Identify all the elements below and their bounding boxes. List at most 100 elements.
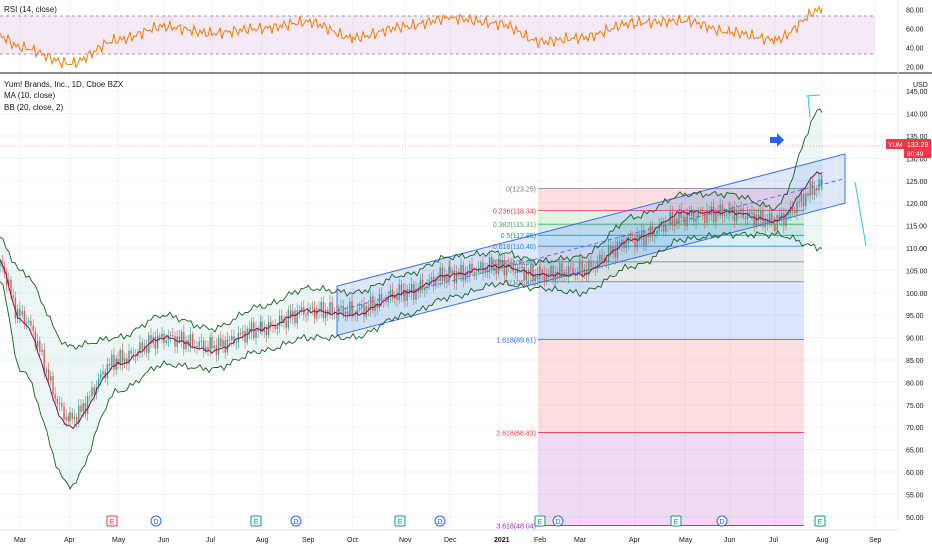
candle-body — [607, 245, 610, 263]
bb-legend[interactable]: BB (20, close, 2) — [4, 103, 63, 112]
candle-body — [816, 187, 818, 191]
candle-body — [174, 335, 176, 347]
candle-body — [331, 302, 333, 314]
candle-body — [300, 307, 303, 312]
ma-legend[interactable]: MA (10, close) — [4, 91, 55, 100]
candle-body — [267, 322, 270, 336]
earnings-marker[interactable]: E — [106, 515, 118, 527]
time-tick-label: Jun — [724, 537, 735, 544]
earnings-marker[interactable]: E — [534, 515, 546, 527]
candle-body — [583, 269, 586, 276]
time-tick-label: Mar — [14, 537, 27, 544]
candle-body — [621, 239, 623, 245]
candle-body — [185, 340, 187, 350]
price-tick-label: 110.00 — [906, 246, 927, 253]
candle-body — [78, 405, 80, 423]
candle-body — [682, 216, 685, 219]
candle-body — [121, 350, 124, 364]
candle-body — [344, 311, 347, 315]
candle-body — [534, 274, 536, 282]
dividend-marker[interactable]: D — [716, 515, 728, 527]
candle-body — [643, 230, 645, 247]
candle-body — [385, 301, 387, 303]
candle-body — [686, 211, 688, 227]
candle-body — [281, 315, 283, 324]
earnings-marker[interactable]: E — [814, 515, 826, 527]
candle-body — [161, 333, 163, 337]
candle-body — [443, 274, 446, 282]
candle-body — [554, 272, 557, 282]
candle-body — [246, 328, 248, 343]
regression-channels[interactable] — [336, 153, 846, 336]
dividend-marker[interactable]: D — [290, 515, 302, 527]
candle-body — [565, 272, 568, 277]
candle-body — [278, 315, 281, 327]
bb-upper-line — [0, 108, 823, 351]
candle-body — [662, 222, 665, 232]
candle-body — [8, 279, 10, 286]
earnings-marker[interactable]: E — [670, 515, 682, 527]
candle-body — [421, 279, 424, 291]
time-axis[interactable]: Mar Apr May Jun Jul Aug Sep Oct Nov Dec 2021 Feb Mar… — [14, 537, 882, 544]
time-tick-label: Nov — [399, 537, 412, 544]
candle-body — [731, 207, 733, 214]
price-axis[interactable]: USD 145.00 140.00 135.00 130.00 125.00 120.00… — [906, 82, 928, 522]
candle-body — [165, 340, 167, 343]
candle-body — [43, 349, 45, 373]
drawing-arrow[interactable] — [770, 133, 784, 147]
candle-body — [394, 294, 396, 299]
candle-body — [56, 398, 59, 404]
earnings-marker[interactable]: E — [394, 515, 406, 527]
candle-body — [721, 204, 724, 217]
candle-body — [36, 340, 39, 347]
price-tick-label: 120.00 — [906, 201, 928, 208]
dividend-marker[interactable]: D — [150, 515, 162, 527]
symbol-badge: YUM — [888, 142, 902, 149]
candle-body — [632, 237, 634, 239]
candle-body — [538, 267, 541, 279]
price-tick-label: 145.00 — [906, 89, 928, 96]
candle-body — [723, 214, 726, 217]
candle-body — [242, 331, 244, 335]
earnings-marker[interactable]: E — [250, 515, 262, 527]
candle-body — [100, 374, 102, 379]
candle-body — [106, 363, 109, 379]
candle-body — [523, 266, 525, 281]
candle-body — [257, 328, 259, 332]
time-tick-label: Sep — [869, 537, 882, 544]
candle-body — [688, 211, 691, 217]
candle-body — [65, 416, 67, 420]
rsi-band — [0, 16, 875, 54]
symbol-title[interactable]: Yum! Brands, Inc., 1D, Cboe BZX — [4, 80, 124, 89]
candle-body — [329, 302, 331, 315]
channel-midline — [336, 178, 846, 312]
dividend-marker[interactable]: D — [434, 515, 446, 527]
candle-body — [217, 337, 220, 355]
candle-body — [561, 263, 563, 276]
candle-body — [167, 335, 170, 341]
price-tick-label: 65.00 — [906, 448, 924, 455]
candle-body — [636, 234, 638, 248]
candle-body — [466, 272, 469, 276]
candle-body — [764, 219, 766, 228]
candle-body — [570, 266, 572, 268]
candle-body — [209, 337, 211, 350]
ma-line — [0, 171, 823, 430]
candle-body — [486, 267, 489, 273]
drawing-trend-line[interactable] — [805, 94, 821, 119]
drawing-trend-line[interactable] — [854, 181, 867, 247]
candle-body — [680, 208, 682, 219]
time-tick-label: Oct — [347, 537, 358, 544]
candle-body — [137, 352, 139, 357]
candle-body — [585, 269, 588, 276]
candle-body — [712, 206, 715, 223]
candle-body — [361, 304, 363, 308]
dividend-marker[interactable]: D — [552, 515, 564, 527]
bb-lower-line — [0, 230, 823, 490]
candle-body — [389, 289, 392, 297]
candle-body — [590, 260, 592, 267]
candle-body — [250, 322, 253, 333]
candle-body — [545, 273, 548, 282]
